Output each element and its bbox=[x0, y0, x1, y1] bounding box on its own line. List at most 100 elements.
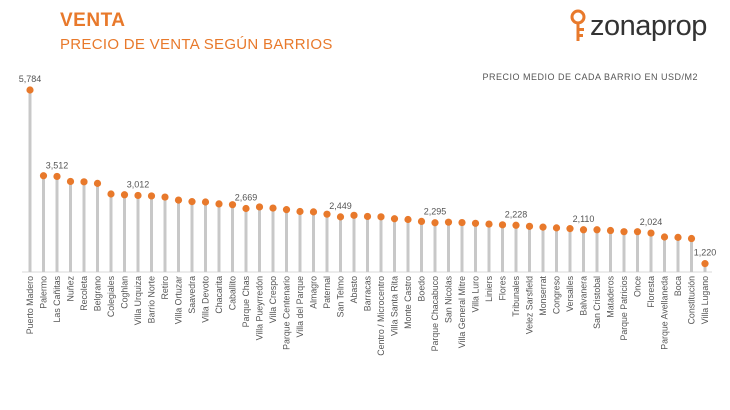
lollipop-point bbox=[282, 206, 291, 214]
category-label: Belgrano bbox=[93, 276, 103, 311]
lollipop-point bbox=[39, 172, 48, 180]
category-label: Congreso bbox=[552, 276, 562, 314]
category-label: Las Cañitas bbox=[52, 275, 62, 322]
lollipop-point bbox=[390, 215, 399, 223]
lollipop-point bbox=[701, 260, 709, 268]
data-label: 2,228 bbox=[505, 209, 528, 219]
category-label: Villa Lugano bbox=[700, 276, 710, 324]
data-label: 3,512 bbox=[46, 160, 69, 170]
category-label: San Telmo bbox=[336, 276, 346, 318]
lollipop-point bbox=[512, 221, 520, 229]
lollipop-point bbox=[471, 219, 480, 227]
lollipop-point bbox=[269, 204, 277, 212]
lollipop-point bbox=[93, 179, 102, 187]
data-label: 2,295 bbox=[424, 207, 447, 217]
lollipop-point bbox=[120, 191, 129, 199]
lollipop-point bbox=[53, 172, 61, 181]
lollipop-point bbox=[458, 218, 466, 227]
category-label: Saavedra bbox=[187, 276, 197, 314]
chart-subtitle: PRECIO DE VENTA SEGÚN BARRIOS bbox=[60, 36, 333, 53]
lollipop-point bbox=[174, 196, 183, 204]
category-label: Villa del Parque bbox=[295, 276, 305, 338]
category-label: Almagro bbox=[309, 276, 319, 309]
lollipop-point bbox=[606, 226, 615, 235]
category-label: Boca bbox=[673, 276, 683, 296]
lollipop-point bbox=[377, 213, 385, 221]
category-label: Caballito bbox=[228, 276, 238, 310]
lollipop-point bbox=[350, 211, 358, 219]
data-label: 2,669 bbox=[235, 193, 258, 203]
lollipop-point bbox=[107, 190, 115, 198]
data-label: 3,012 bbox=[127, 179, 150, 189]
lollipop-point bbox=[674, 233, 682, 241]
data-label: 2,024 bbox=[640, 217, 663, 227]
category-label: San Cristobal bbox=[592, 276, 602, 329]
lollipop-point bbox=[296, 207, 304, 216]
lollipop-point bbox=[255, 203, 264, 211]
lollipop-point bbox=[647, 229, 655, 237]
category-label: Versalles bbox=[565, 275, 575, 311]
category-label: Constitución bbox=[687, 276, 697, 325]
category-label: Parque Chas bbox=[241, 275, 251, 327]
lollipop-point bbox=[431, 219, 439, 227]
lollipop-point bbox=[404, 215, 412, 224]
lollipop-point bbox=[593, 226, 601, 234]
category-label: Balvanera bbox=[579, 276, 589, 316]
lollipop-point bbox=[687, 234, 696, 243]
category-label: Mataderos bbox=[606, 275, 616, 317]
lollipop-point bbox=[552, 224, 561, 232]
lollipop-point bbox=[485, 220, 493, 228]
category-label: Abasto bbox=[349, 276, 359, 303]
category-label: Tribunales bbox=[511, 275, 521, 316]
category-label: Once bbox=[633, 276, 643, 297]
data-label: 5,784 bbox=[19, 74, 42, 84]
category-label: Boedo bbox=[417, 276, 427, 302]
category-label: Centro / Microcentro bbox=[376, 276, 386, 356]
key-icon bbox=[570, 9, 586, 41]
lollipop-point bbox=[336, 213, 345, 221]
category-label: Puerto Madero bbox=[25, 276, 35, 334]
category-label: Colegiales bbox=[106, 275, 116, 317]
lollipop-point bbox=[444, 218, 453, 226]
category-label: Paternal bbox=[322, 276, 332, 309]
category-label: Floresta bbox=[646, 276, 656, 308]
lollipop-point bbox=[363, 212, 372, 221]
category-label: Liniers bbox=[484, 275, 494, 302]
lollipop-point bbox=[26, 86, 34, 94]
lollipop-point bbox=[579, 226, 588, 234]
category-label: Flores bbox=[498, 275, 508, 300]
category-label: Parque Avellaneda bbox=[660, 276, 670, 350]
category-label: Villa Pueyrredón bbox=[255, 276, 265, 340]
lollipop-point bbox=[161, 193, 169, 201]
chart-title: VENTA bbox=[60, 10, 126, 31]
lollipop-point bbox=[66, 177, 75, 186]
category-label: Villa Crespo bbox=[268, 276, 278, 323]
brand-logo: zonaprop bbox=[568, 6, 707, 46]
lollipop-point bbox=[188, 198, 196, 206]
lollipop-point bbox=[417, 217, 426, 226]
category-label: Parque Centenario bbox=[282, 276, 292, 350]
unit-note: PRECIO MEDIO DE CADA BARRIO EN USD/M2 bbox=[482, 72, 698, 82]
data-label: 2,449 bbox=[329, 201, 352, 211]
category-label: Nuñez bbox=[66, 276, 76, 301]
category-label: Velez Sarsfield bbox=[525, 276, 535, 334]
category-label: Coghlan bbox=[120, 276, 130, 309]
category-label: Chacarita bbox=[214, 276, 224, 314]
lollipop-point bbox=[80, 178, 88, 186]
data-label: 1,220 bbox=[694, 248, 717, 258]
lollipop-point bbox=[633, 228, 642, 236]
lollipop-point bbox=[525, 222, 534, 230]
data-label: 2,110 bbox=[573, 214, 595, 224]
category-label: Villa Santa Rita bbox=[390, 276, 400, 336]
lollipop-point bbox=[539, 223, 547, 231]
lollipop-point bbox=[566, 225, 574, 233]
lollipop-point bbox=[228, 201, 237, 209]
lollipop-point bbox=[134, 191, 142, 200]
lollipop-point bbox=[215, 200, 223, 208]
category-label: Barrio Norte bbox=[147, 276, 157, 324]
category-label: Retiro bbox=[160, 276, 170, 300]
category-label: Monserrat bbox=[538, 275, 548, 315]
lollipop-point bbox=[147, 192, 156, 200]
category-label: Barracas bbox=[363, 275, 373, 311]
